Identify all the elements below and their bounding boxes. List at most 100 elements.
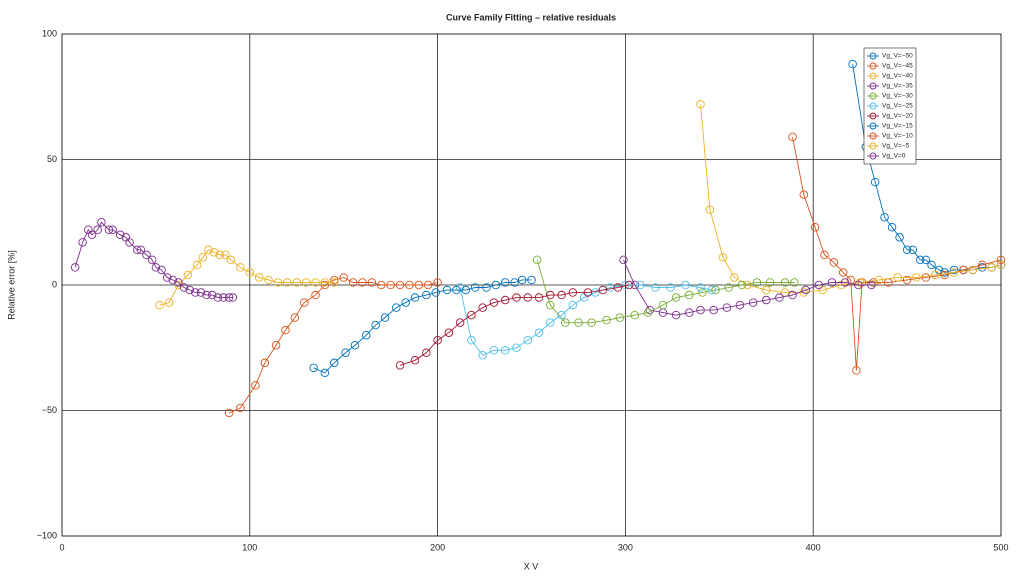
data-point	[467, 310, 476, 320]
series-line	[700, 104, 1002, 293]
data-point	[707, 285, 717, 295]
legend-marker	[869, 132, 877, 140]
data-point	[209, 248, 219, 257]
data-point	[840, 278, 850, 287]
data-point	[902, 245, 912, 255]
data-point	[213, 293, 223, 302]
series-line	[792, 136, 1002, 371]
data-point	[788, 132, 797, 142]
data-point	[470, 283, 480, 292]
data-point	[236, 263, 245, 272]
data-point	[532, 255, 542, 265]
data-point	[196, 288, 206, 297]
y-tick-label: 0	[52, 279, 57, 289]
data-point	[442, 285, 452, 295]
data-point	[643, 308, 653, 317]
data-point	[500, 295, 510, 305]
data-point	[264, 275, 273, 285]
data-point	[183, 270, 193, 280]
data-point	[271, 340, 281, 350]
data-point	[799, 190, 809, 199]
data-point	[829, 258, 839, 267]
data-point	[290, 313, 300, 322]
data-point	[461, 285, 471, 295]
data-point	[852, 366, 861, 375]
data-point	[855, 278, 865, 287]
data-point	[168, 275, 178, 285]
data-point	[433, 278, 442, 287]
data-point	[790, 278, 799, 287]
data-point	[192, 260, 202, 270]
data-point	[311, 290, 320, 300]
data-point	[718, 253, 728, 262]
data-point	[132, 245, 142, 255]
data-point	[292, 278, 302, 287]
data-point	[251, 381, 260, 390]
legend-label: Vg_V=−45	[882, 63, 913, 70]
data-point	[87, 230, 97, 240]
data-point	[179, 283, 189, 292]
data-point	[115, 230, 125, 240]
data-point	[185, 285, 194, 295]
data-point	[157, 265, 166, 275]
data-point	[527, 275, 536, 285]
data-point	[915, 255, 925, 265]
data-point	[869, 278, 878, 287]
data-point	[350, 340, 360, 350]
legend-marker	[869, 152, 877, 160]
data-point	[467, 335, 476, 345]
data-point	[301, 278, 311, 287]
data-point	[587, 318, 596, 327]
data-point	[574, 318, 583, 327]
x-tick-label: 200	[430, 542, 445, 552]
data-point	[395, 280, 405, 290]
data-point	[927, 260, 936, 270]
data-point	[380, 313, 390, 322]
data-point	[931, 270, 940, 280]
data-point	[801, 285, 810, 295]
data-point	[142, 250, 151, 260]
data-point	[320, 278, 330, 287]
data-point	[568, 288, 578, 297]
series-line	[399, 284, 630, 366]
data-point	[870, 177, 880, 187]
data-point	[164, 298, 174, 307]
data-point	[921, 273, 931, 282]
data-point	[367, 278, 377, 287]
data-point	[895, 233, 904, 242]
data-point	[996, 260, 1006, 270]
data-point	[204, 245, 213, 255]
data-point	[887, 223, 897, 232]
data-point	[820, 250, 829, 260]
data-point	[478, 351, 487, 360]
data-point	[512, 293, 521, 302]
data-point	[512, 343, 521, 353]
data-point	[320, 280, 330, 290]
data-point	[330, 278, 339, 287]
data-point	[730, 273, 739, 282]
data-point	[97, 217, 106, 227]
x-axis-label: X V	[524, 561, 539, 571]
data-point	[410, 356, 420, 365]
data-point	[311, 278, 320, 287]
data-point	[658, 300, 668, 310]
data-point	[283, 278, 292, 287]
legend-marker	[869, 102, 877, 110]
x-tick-label: 500	[993, 542, 1008, 552]
y-axis-label: Relative error [%]	[6, 250, 16, 320]
data-point	[433, 335, 442, 345]
data-point	[104, 225, 114, 235]
data-point	[598, 285, 608, 295]
data-point	[452, 285, 461, 295]
data-point	[949, 268, 959, 277]
data-point	[510, 278, 519, 287]
data-point	[339, 273, 348, 282]
data-point	[405, 280, 414, 290]
data-point	[762, 295, 771, 305]
data-point	[431, 288, 440, 297]
series-line	[536, 259, 795, 324]
data-point	[423, 280, 433, 290]
data-point	[880, 212, 889, 222]
data-point	[696, 305, 705, 315]
data-point	[93, 225, 102, 235]
